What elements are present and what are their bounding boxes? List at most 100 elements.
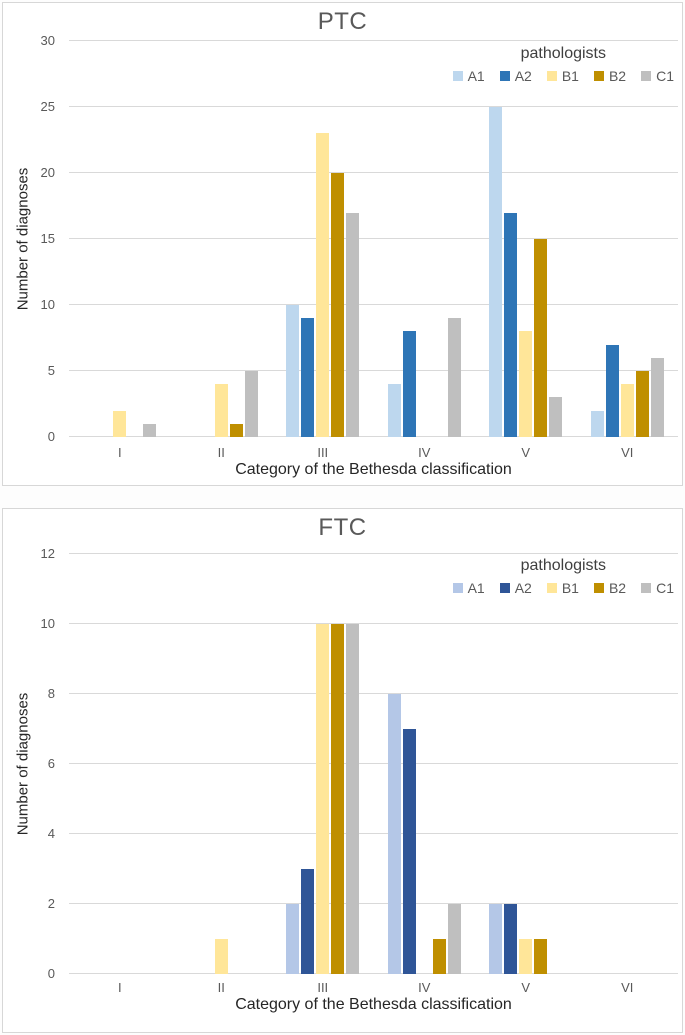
legend-swatch-B2 xyxy=(593,583,604,593)
bar-C1-IV xyxy=(447,318,461,437)
bar-C1-I xyxy=(143,423,157,437)
y-tick-label: 2 xyxy=(47,896,55,912)
legend-item-label: C1 xyxy=(656,68,674,84)
bar-B2-II xyxy=(229,423,243,437)
bar-A2-VI xyxy=(605,344,619,437)
bar-group-II xyxy=(171,41,273,437)
legend-item-label: C1 xyxy=(656,580,674,596)
gridline xyxy=(69,106,678,107)
y-tick-label: 25 xyxy=(40,99,55,114)
bar-B1-III xyxy=(316,133,330,437)
legend-items: A1 A2 B1 B2 C1 xyxy=(452,580,674,596)
legend-item-B2: B2 xyxy=(593,580,627,596)
x-tick-label: III xyxy=(317,445,329,460)
bar-group-I xyxy=(69,554,171,974)
bar-C1-V xyxy=(549,397,563,437)
bar-A1-VI xyxy=(590,410,604,437)
y-tick-label: 12 xyxy=(40,546,55,561)
bar-A1-IV xyxy=(387,694,401,974)
gridline xyxy=(69,304,678,306)
chart-title: FTC xyxy=(318,514,367,541)
legend-item-B2: B2 xyxy=(593,68,626,84)
legend: pathologists A1 A2 B1 B2 C1 xyxy=(452,557,674,596)
legend-swatch-A1 xyxy=(452,583,463,593)
bar-B1-II xyxy=(214,384,228,437)
bar-A1-III xyxy=(286,904,300,974)
legend-item-label: A1 xyxy=(467,68,485,84)
x-axis-ticks: I II III IV V VI xyxy=(69,445,678,460)
x-tick-label: II xyxy=(217,445,225,460)
legend-swatch-A2 xyxy=(499,583,510,593)
bar-B1-II xyxy=(214,939,228,974)
legend-swatch-B2 xyxy=(593,71,604,81)
bar-C1-IV xyxy=(447,904,461,974)
legend-item-label: B2 xyxy=(608,580,627,596)
bar-A1-V xyxy=(489,904,503,974)
x-tick-label: VI xyxy=(621,980,634,995)
x-axis-title: Category of the Bethesda classification xyxy=(235,996,512,1013)
gridline xyxy=(69,238,678,239)
y-axis-ticks: 0 2 4 6 8 10 12 xyxy=(3,546,61,981)
x-tick-label: V xyxy=(521,980,531,995)
legend-swatch-C1 xyxy=(641,583,652,593)
y-tick-label: 6 xyxy=(47,756,55,771)
y-tick-label: 10 xyxy=(40,616,55,631)
legend-item-B1: B1 xyxy=(546,68,579,84)
bar-B2-V xyxy=(534,939,548,974)
gridline xyxy=(69,693,678,695)
gridline xyxy=(69,903,678,905)
legend-swatch-B1 xyxy=(546,583,557,593)
bar-group-V xyxy=(475,554,577,974)
legend-item-label: A2 xyxy=(514,580,532,596)
x-tick-label: VI xyxy=(621,445,634,460)
bar-group-IV xyxy=(374,554,476,974)
y-tick-label: 4 xyxy=(47,826,55,842)
ftc-chart-panel: FTC Number of diagnoses 0 2 4 6 8 10 12 pathol… xyxy=(2,508,683,1033)
legend-item-C1: C1 xyxy=(641,68,674,84)
bar-A2-V xyxy=(504,904,518,974)
x-tick-label: II xyxy=(217,980,225,995)
x-tick-label: I xyxy=(117,980,122,995)
legend-item-label: B1 xyxy=(561,580,579,596)
bar-C1-VI xyxy=(650,357,664,437)
bar-B2-III xyxy=(331,173,345,437)
bar-group-VI xyxy=(577,554,679,974)
legend-item-A2: A2 xyxy=(499,580,532,596)
x-tick-label: IV xyxy=(418,980,431,995)
bar-B1-V xyxy=(519,939,533,974)
plot-area xyxy=(69,40,678,437)
legend: pathologists A1 A2 B1 B2 C1 xyxy=(452,45,674,84)
y-axis-ticks: 0 5 10 15 20 25 30 xyxy=(3,33,61,444)
legend-item-label: A1 xyxy=(467,580,485,596)
bar-A2-V xyxy=(504,212,518,437)
bar-groups xyxy=(69,41,678,437)
y-tick-label: 20 xyxy=(40,165,55,181)
bar-groups xyxy=(69,554,678,974)
bar-group-III xyxy=(272,41,374,437)
bar-C1-III xyxy=(346,624,360,974)
legend-title: pathologists xyxy=(520,557,606,574)
legend-title: pathologists xyxy=(520,45,606,62)
gridline xyxy=(69,833,678,835)
y-tick-label: 15 xyxy=(40,231,55,246)
legend-item-label: B1 xyxy=(561,68,579,84)
bar-group-V xyxy=(475,41,577,437)
bar-A2-III xyxy=(301,869,315,974)
bar-group-VI xyxy=(577,41,679,437)
bar-A2-III xyxy=(301,318,315,437)
bar-A1-V xyxy=(489,107,503,437)
gridline xyxy=(69,553,678,554)
x-tick-label: IV xyxy=(418,445,431,460)
gridline xyxy=(69,370,678,372)
legend-swatch-A1 xyxy=(452,71,463,81)
x-tick-label: I xyxy=(117,445,122,460)
y-tick-label: 8 xyxy=(47,686,55,702)
plot-area xyxy=(69,553,678,974)
bar-B2-VI xyxy=(635,371,649,437)
legend-item-A2: A2 xyxy=(499,68,532,84)
y-tick-label: 10 xyxy=(40,297,55,313)
bar-group-III xyxy=(272,554,374,974)
x-tick-label: III xyxy=(317,980,329,995)
bar-B1-III xyxy=(316,624,330,974)
